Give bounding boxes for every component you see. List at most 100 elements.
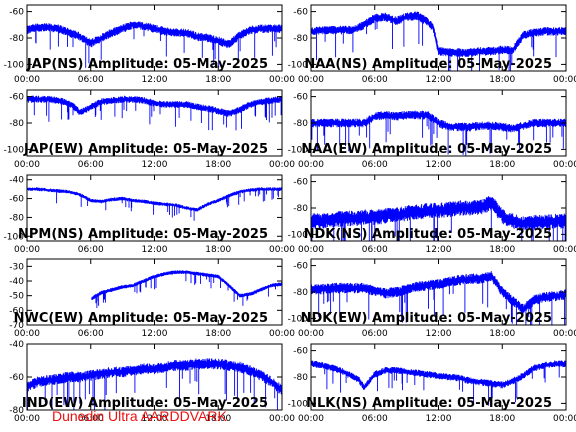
x-tick-label: 06:00 [78,414,104,424]
x-tick-label: 00:00 [553,245,576,255]
y-tick-label: -60 [9,373,24,383]
panel-nlk-ns: -60-80-10000:0006:0012:0018:0000:00NLK(N… [288,343,576,424]
trace-line [27,98,282,115]
series-trace [311,271,566,325]
x-tick-label: 00:00 [14,414,40,424]
y-tick-label: -80 [293,119,308,129]
y-tick-label: -40 [9,176,24,186]
x-tick-label: 00:00 [298,160,324,170]
y-tick-label: -60 [9,93,24,103]
y-tick-label: -80 [293,288,308,298]
panel-title: JAP(NS) Amplitude: 05-May-2025 [26,57,268,72]
y-tick-label: -80 [293,204,308,214]
trace-band [91,270,282,308]
trace-line [311,114,566,129]
x-tick-label: 06:00 [362,414,388,424]
series-trace [91,270,282,308]
panel-title: NDK(EW) Amplitude: 05-May-2025 [301,311,552,326]
x-tick-label: 12:00 [426,160,452,170]
panel-ndk-ns: -60-80-10000:0006:0012:0018:0000:00NDK(N… [288,174,576,255]
x-tick-label: 00:00 [553,160,576,170]
x-tick-label: 12:00 [426,329,452,339]
trace-line [311,14,566,54]
y-tick-label: -100 [288,145,309,155]
panel-title: NAA(EW) Amplitude: 05-May-2025 [301,142,552,157]
x-tick-label: 06:00 [362,160,388,170]
x-tick-label: 18:00 [205,414,231,424]
panel-naa-ns: -60-80-10000:0006:0012:0018:0000:00NAA(N… [288,4,576,85]
x-tick-label: 12:00 [142,414,168,424]
series-trace [311,196,566,241]
y-tick-label: -60 [293,262,308,272]
trace-line [27,363,282,391]
series-trace [311,110,566,156]
y-tick-label: -40 [9,340,24,350]
y-tick-label: -40 [9,277,24,287]
y-tick-label: -30 [9,262,24,272]
footer-credit: Dunedin Ultra AARDDVARK [52,408,227,424]
x-tick-label: 18:00 [489,160,515,170]
x-tick-label: 06:00 [78,245,104,255]
y-tick-label: -100 [288,314,309,324]
panel-title: NAA(NS) Amplitude: 05-May-2025 [304,57,552,72]
y-tick-label: -100 [288,230,309,240]
x-tick-label: 18:00 [489,75,515,85]
y-tick-label: -80 [9,34,24,44]
panel-title: IND(EW) Amplitude: 05-May-2025 [22,396,268,411]
panel-naa-ew: -60-80-10000:0006:0012:0018:0000:00NAA(E… [288,89,576,170]
trace-line [311,201,566,225]
x-tick-label: 00:00 [269,245,295,255]
x-tick-label: 06:00 [78,329,104,339]
y-tick-label: -50 [9,292,24,302]
x-tick-label: 00:00 [269,160,295,170]
trace-band [311,196,566,241]
y-tick-label: -100 [4,145,25,155]
x-tick-label: 00:00 [553,329,576,339]
series-trace [27,21,282,68]
x-tick-label: 06:00 [362,245,388,255]
x-tick-label: 12:00 [426,414,452,424]
y-tick-label: -80 [9,406,24,416]
y-tick-label: -100 [288,399,309,409]
x-tick-label: 06:00 [362,75,388,85]
x-tick-label: 00:00 [298,414,324,424]
trace-line [311,275,566,310]
x-tick-label: 06:00 [78,75,104,85]
x-tick-label: 12:00 [142,329,168,339]
y-tick-label: -70 [9,321,24,331]
x-tick-label: 00:00 [269,414,295,424]
x-tick-label: 06:00 [362,329,388,339]
series-trace [27,95,282,131]
x-tick-label: 00:00 [269,75,295,85]
y-tick-label: -60 [9,8,24,18]
x-tick-label: 00:00 [298,245,324,255]
x-tick-label: 00:00 [14,245,40,255]
x-tick-label: 12:00 [142,245,168,255]
y-tick-label: -100 [4,232,25,242]
y-tick-label: -60 [9,306,24,316]
series-trace [311,11,566,71]
trace-line [27,188,282,211]
series-trace [27,187,282,221]
x-tick-label: 00:00 [14,329,40,339]
trace-line [91,271,282,300]
y-tick-label: -60 [293,93,308,103]
trace-line [27,24,282,46]
panel-ndk-ew: -60-80-10000:0006:0012:0018:0000:00NDK(E… [288,258,576,339]
x-tick-label: 18:00 [205,245,231,255]
x-tick-label: 18:00 [205,329,231,339]
x-tick-label: 18:00 [489,414,515,424]
panel-title: NDK(NS) Amplitude: 05-May-2025 [304,227,552,242]
x-tick-label: 00:00 [553,414,576,424]
series-trace [311,360,566,407]
x-tick-label: 12:00 [142,75,168,85]
y-tick-label: -60 [293,178,308,188]
y-tick-label: -80 [9,119,24,129]
x-tick-label: 00:00 [269,329,295,339]
trace-band [27,95,282,131]
